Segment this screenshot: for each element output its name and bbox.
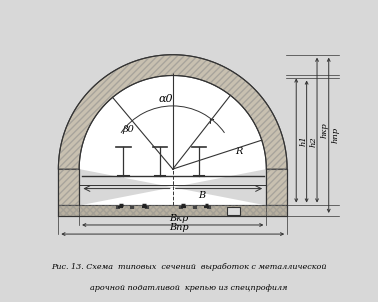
Bar (227, 207, 240, 215)
Text: h2: h2 (310, 136, 318, 147)
Text: арочной податливой  крепью из спецпрофиля: арочной податливой крепью из спецпрофиля (90, 284, 288, 292)
Text: Bкр: Bкр (170, 214, 189, 223)
Text: β0: β0 (122, 125, 135, 134)
Text: hкр: hкр (320, 122, 328, 138)
Polygon shape (58, 55, 287, 169)
Polygon shape (266, 169, 287, 205)
Text: α0: α0 (159, 94, 174, 104)
Polygon shape (58, 205, 287, 216)
Polygon shape (58, 169, 79, 205)
Text: B: B (198, 191, 205, 200)
Text: Рис. 13. Схема  типовых  сечений  выработок с металлической: Рис. 13. Схема типовых сечений выработок… (51, 263, 327, 271)
Text: r: r (208, 117, 212, 126)
Text: hпр: hпр (332, 127, 340, 143)
Text: h1: h1 (299, 135, 307, 146)
Text: Bпр: Bпр (169, 223, 189, 232)
Text: R: R (235, 147, 242, 156)
Polygon shape (79, 76, 266, 205)
